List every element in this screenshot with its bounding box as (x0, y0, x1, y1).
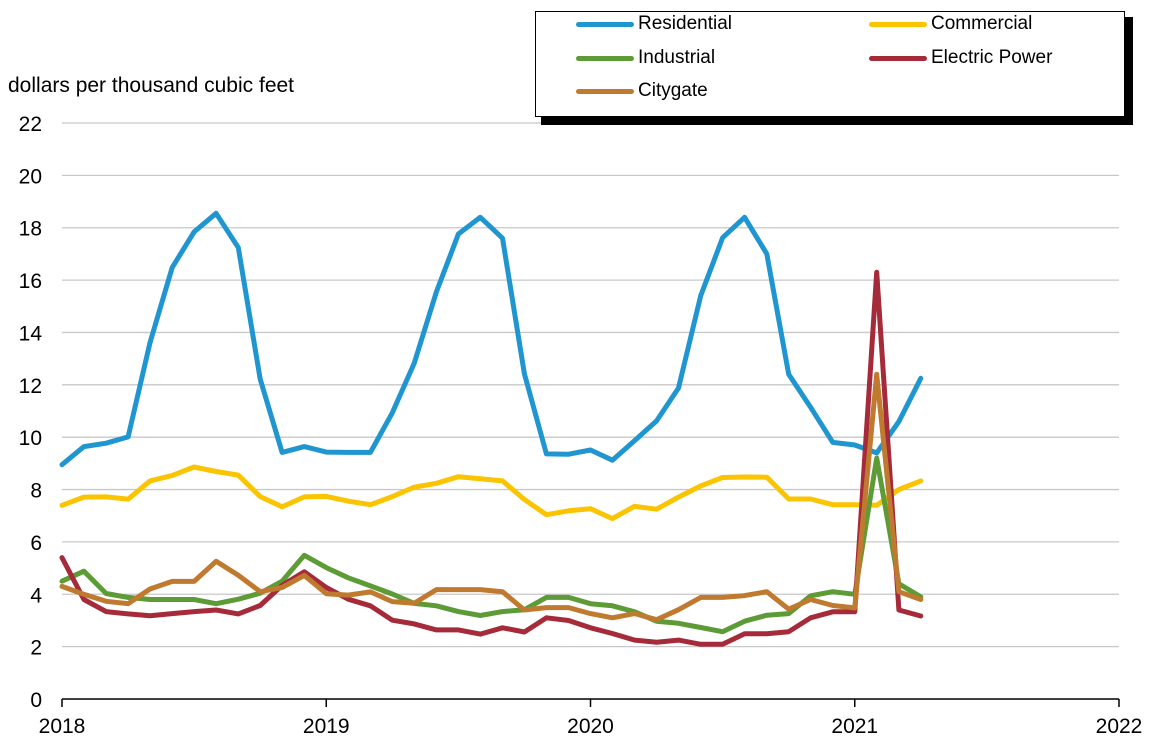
x-axis-tick-labels: 2018 2019 2020 2021 2022 (39, 715, 1143, 738)
y-tick-label-14: 14 (19, 322, 43, 345)
legend-item-residential: Residential (576, 9, 732, 39)
series-line-electric-power (59, 269, 924, 647)
y-tick-label-18: 18 (19, 218, 42, 241)
x-tick-label-2021: 2021 (831, 715, 878, 738)
y-tick-label-6: 6 (30, 532, 42, 555)
y-tick-label-0: 0 (30, 689, 42, 712)
legend-label-citygate: Citygate (638, 80, 708, 101)
gridlines (62, 122, 1119, 648)
legend-item-citygate: Citygate (576, 76, 708, 106)
x-tick-label-2019: 2019 (303, 715, 350, 738)
y-tick-label-20: 20 (19, 165, 42, 188)
legend-label-residential: Residential (638, 13, 732, 34)
legend-item-commercial: Commercial (869, 9, 1032, 39)
series-line-commercial (59, 464, 924, 522)
legend: Residential Commercial Industrial Electr… (535, 11, 1125, 117)
x-tick-label-2018: 2018 (39, 715, 86, 738)
legend-label-industrial: Industrial (638, 47, 716, 68)
legend-swatch-citygate (576, 88, 634, 94)
y-tick-label-12: 12 (19, 375, 42, 398)
series-line-citygate (59, 371, 924, 623)
y-axis-title: dollars per thousand cubic feet (8, 74, 295, 97)
y-tick-label-16: 16 (19, 270, 42, 293)
y-tick-label-10: 10 (19, 427, 42, 450)
legend-swatch-industrial (576, 55, 634, 61)
legend-label-commercial: Commercial (931, 13, 1033, 34)
y-tick-label-4: 4 (30, 584, 42, 607)
y-axis-tick-labels: 0 2 4 6 8 10 12 14 16 18 20 22 (19, 113, 43, 712)
series-lines (59, 210, 924, 647)
legend-item-industrial: Industrial (576, 43, 715, 73)
legend-swatch-residential (576, 21, 634, 27)
legend-swatch-commercial (869, 21, 927, 27)
series-line-residential (59, 210, 924, 468)
legend-label-electric-power: Electric Power (931, 47, 1053, 68)
x-axis (61, 698, 1120, 707)
x-tick-label-2022: 2022 (1096, 715, 1143, 738)
y-tick-label-8: 8 (30, 480, 42, 503)
x-tick-label-2020: 2020 (567, 715, 614, 738)
legend-item-electric-power: Electric Power (869, 43, 1052, 73)
legend-swatch-electric-power (869, 55, 927, 61)
series-line-industrial (59, 455, 924, 635)
y-tick-label-2: 2 (30, 637, 42, 660)
y-tick-label-22: 22 (19, 113, 42, 136)
